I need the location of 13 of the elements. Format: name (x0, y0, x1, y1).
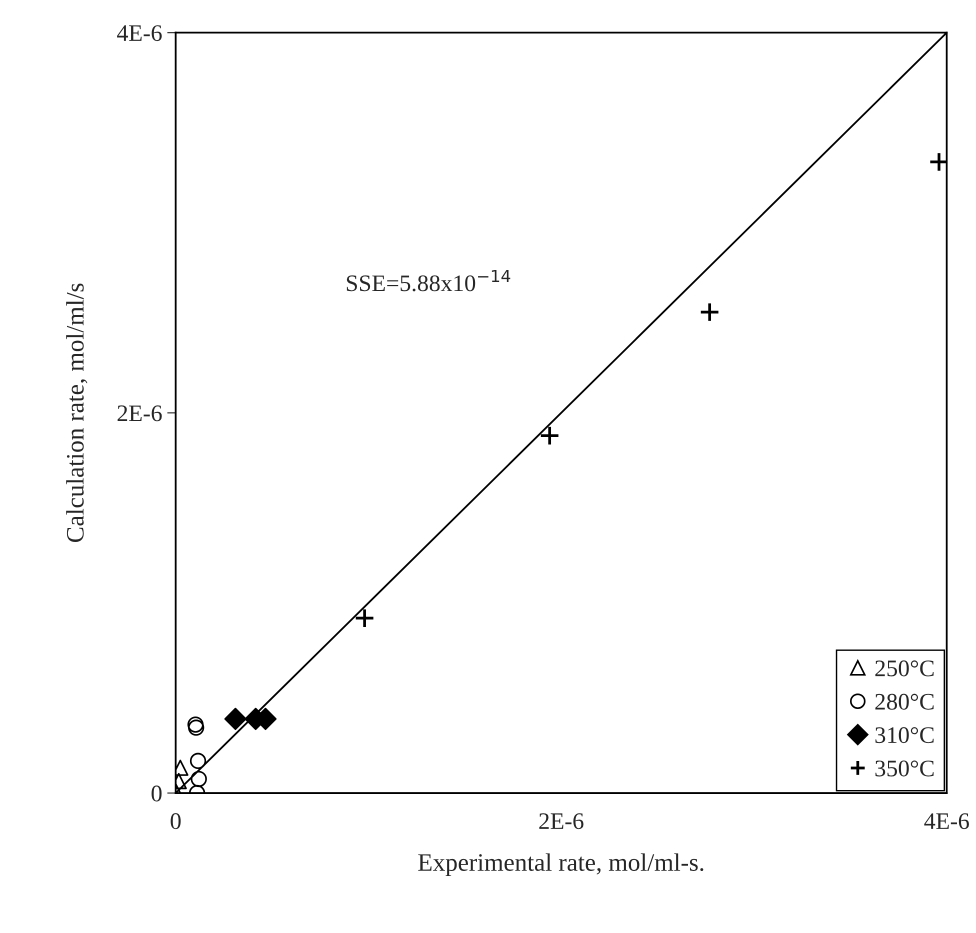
legend-label: 350°C (875, 760, 934, 776)
y-tick-label: 2E-6 (118, 405, 162, 422)
x-tick-label: 2E-6 (539, 813, 584, 830)
x-tick-label: 0 (170, 813, 181, 830)
legend-label: 310°C (875, 727, 934, 744)
legend-label: 280°C (875, 694, 934, 710)
annotation: SSE=5.88x10$^{−14}$ (346, 270, 510, 292)
y-axis-title: Calculation rate, mol/ml/s (66, 284, 88, 542)
x-tick-label: 4E-6 (924, 813, 969, 830)
legend-label: 250°C (875, 660, 934, 676)
y-tick-label: 4E-6 (117, 25, 162, 42)
y-tick-label: 0 (152, 786, 162, 802)
x-axis-title: Experimental rate, mol/ml-s. (418, 853, 704, 876)
